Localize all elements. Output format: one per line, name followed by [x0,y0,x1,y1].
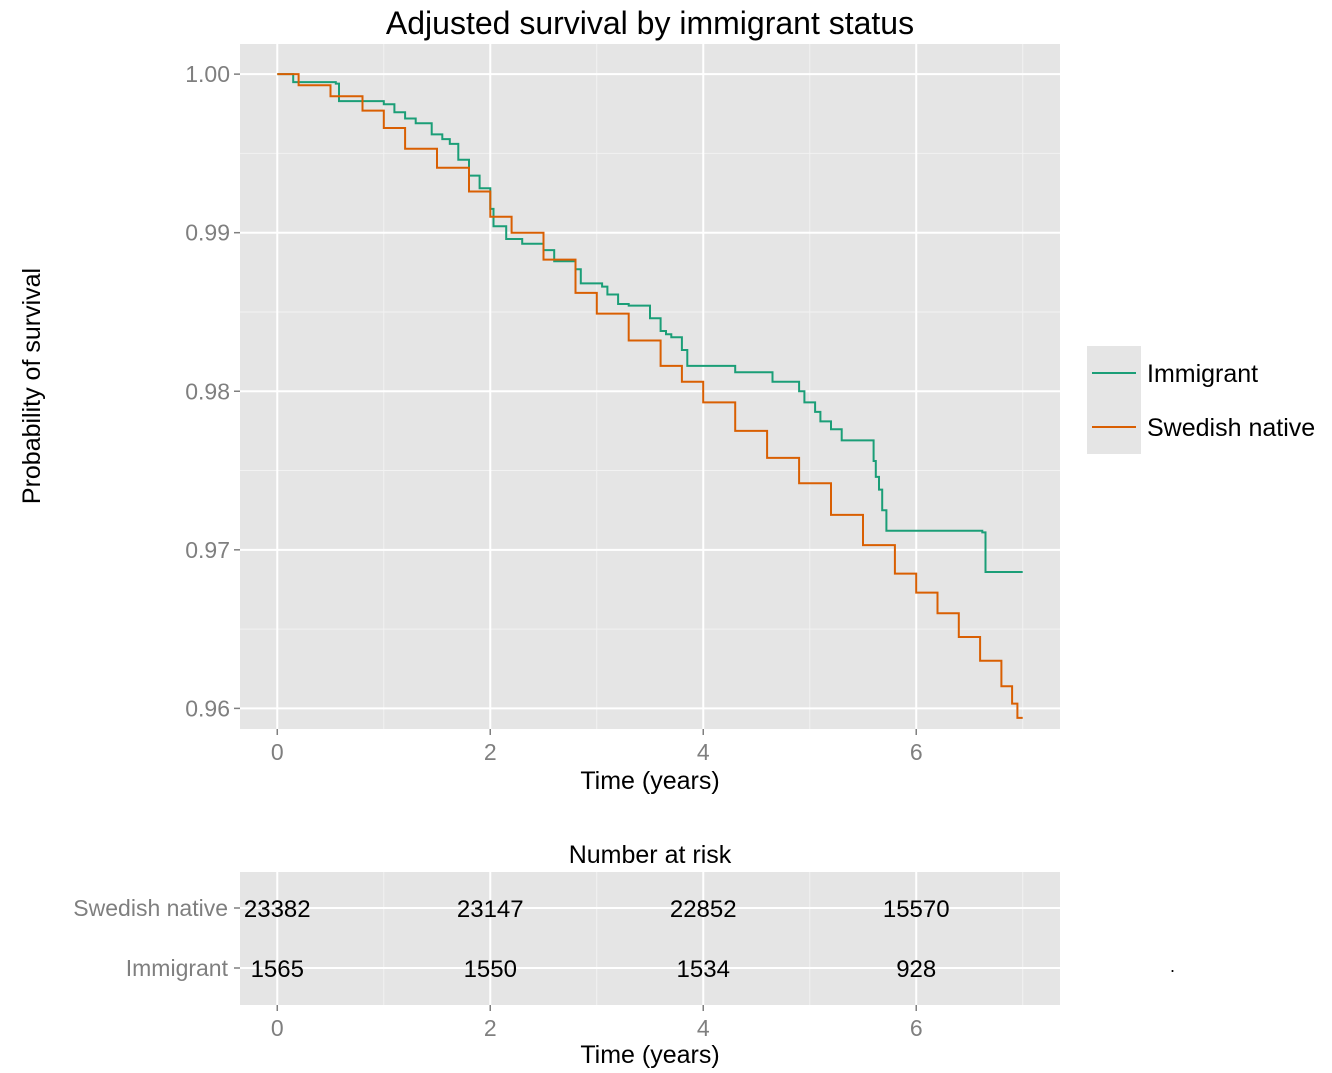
legend-label-immigrant: Immigrant [1147,360,1258,388]
y-axis-title: Probability of survival [18,268,46,504]
stray-dot: . [1170,956,1175,976]
risk-row-label: Immigrant [126,955,229,981]
y-tick-label: 1.00 [185,61,230,87]
series-line-swedish-native [277,73,1023,719]
risk-table-cells: 23382 23147 22852 15570 1565 1550 1534 928 [244,896,950,983]
risk-x-tick-label: 6 [910,1015,923,1041]
risk-cell-value: 1550 [464,956,517,983]
x-axis-title: Time (years) [580,767,719,795]
risk-table-title: Number at risk [569,841,732,869]
y-axis-ticks: 0.96 0.97 0.98 0.99 1.00 [185,61,240,721]
y-tick-label: 0.99 [185,220,230,246]
risk-cell-value: 928 [896,956,936,983]
risk-cell-value: 22852 [670,896,737,923]
survival-grid [240,44,1060,729]
risk-table-grid [240,872,1060,1005]
x-axis-ticks: 0 2 4 6 [271,729,923,765]
risk-x-tick-label: 0 [271,1015,284,1041]
legend: Immigrant Swedish native [1087,346,1315,454]
risk-cell-value: 1534 [677,956,730,983]
x-tick-label: 4 [697,739,710,765]
survival-panel [240,44,1060,729]
risk-cell-value: 15570 [883,896,950,923]
x-tick-label: 0 [271,739,284,765]
risk-cell-value: 23147 [457,896,524,923]
y-tick-label: 0.98 [185,378,230,404]
x-tick-label: 6 [910,739,923,765]
risk-x-tick-label: 2 [484,1015,497,1041]
risk-table-x-axis-title: Time (years) [580,1041,719,1069]
risk-cell-value: 1565 [251,956,304,983]
risk-table-x-ticks: 0 2 4 6 [271,1005,923,1041]
x-tick-label: 2 [484,739,497,765]
y-tick-label: 0.97 [185,537,230,563]
risk-x-tick-label: 4 [697,1015,710,1041]
risk-table-panel [240,872,1060,1005]
chart-title: Adjusted survival by immigrant status [386,5,914,41]
legend-label-swedish-native: Swedish native [1147,414,1315,442]
risk-row-label: Swedish native [73,895,228,921]
series-line-immigrant [277,73,1023,573]
risk-cell-value: 23382 [244,896,311,923]
y-tick-label: 0.96 [185,695,230,721]
survival-curves [277,73,1023,719]
risk-table-row-labels: Swedish native Immigrant [73,895,240,981]
